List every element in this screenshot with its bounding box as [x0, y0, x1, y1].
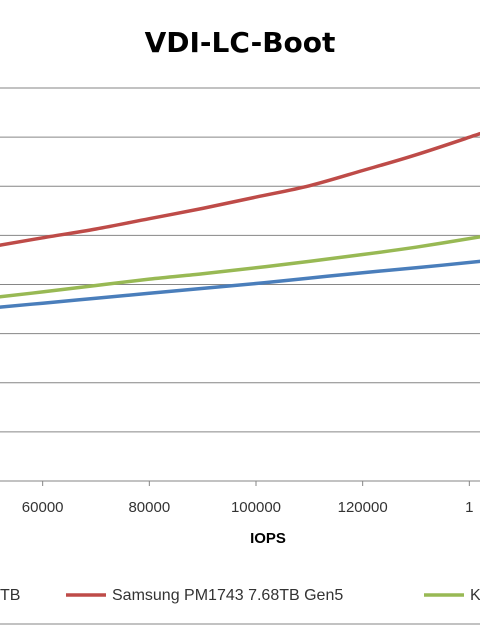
gridlines [0, 87, 480, 433]
legend-label: Samsung PM1743 7.68TB Gen5 [112, 587, 343, 604]
x-tick-label: 120000 [338, 499, 388, 516]
x-axis-ticks: 60000 80000 100000 120000 1 [22, 481, 474, 516]
legend-label: K [470, 587, 480, 604]
legend-label: TB [0, 587, 20, 604]
series-line [0, 235, 480, 299]
series-lines [0, 131, 480, 309]
x-axis-label: IOPS [250, 530, 286, 547]
series-line [0, 259, 480, 309]
x-tick-label: 80000 [128, 499, 170, 516]
chart-title: VDI-LC-Boot [145, 26, 336, 59]
x-tick-label: 60000 [22, 499, 64, 516]
x-tick-label: 100000 [231, 499, 281, 516]
x-tick-label: 1 [465, 499, 473, 516]
legend: TB Samsung PM1743 7.68TB Gen5 K [0, 587, 480, 604]
series-line [0, 131, 480, 247]
